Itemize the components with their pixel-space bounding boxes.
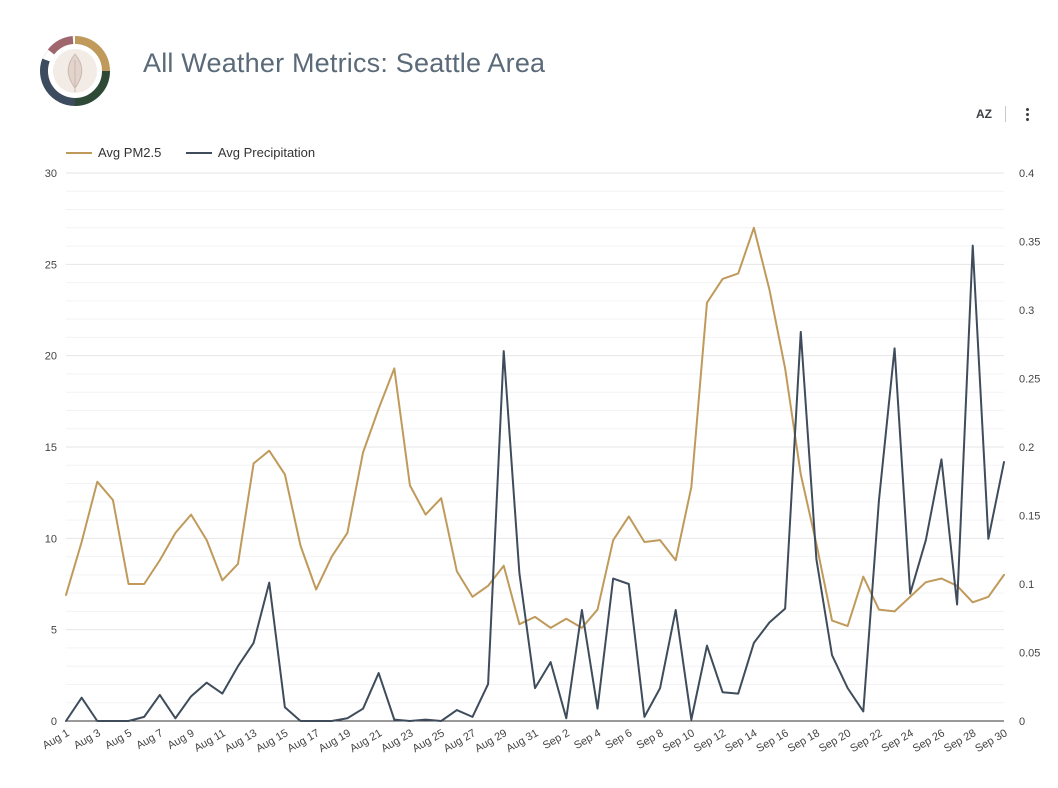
dashboard-header: All Weather Metrics: Seattle Area AZ: [0, 0, 1058, 130]
y-left-tick-label: 10: [45, 533, 57, 545]
legend-swatch-pm25: [66, 151, 92, 154]
x-tick-label: Aug 5: [103, 727, 134, 752]
y-left-tick-label: 0: [51, 716, 57, 728]
legend-label-pm25: Avg PM2.5: [98, 145, 162, 160]
x-tick-label: Sep 18: [786, 727, 822, 755]
legend-item-precipitation[interactable]: Avg Precipitation: [185, 143, 316, 163]
y-left-tick-label: 15: [45, 442, 57, 454]
legend-swatch-precipitation: [185, 151, 212, 154]
x-tick-label: Aug 11: [192, 727, 227, 754]
chart-toolbar: AZ: [970, 104, 1040, 124]
x-tick-label: Sep 8: [635, 727, 666, 752]
y-right-tick-label: 0.25: [1019, 374, 1040, 386]
y-right-tick-label: 0.1: [1019, 579, 1034, 591]
y-right-tick-label: 0.4: [1019, 168, 1034, 180]
legend-label-precipitation: Avg Precipitation: [217, 145, 316, 160]
y-left-tick-label: 30: [45, 168, 57, 180]
legend-item-pm25[interactable]: Avg PM2.5: [66, 143, 161, 163]
x-tick-label: Aug 29: [473, 727, 509, 755]
x-tick-label: Aug 13: [223, 727, 259, 755]
x-tick-label: Aug 19: [317, 727, 353, 755]
x-tick-label: Sep 10: [661, 727, 697, 755]
x-tick-label: Sep 26: [911, 727, 947, 755]
y-left-tick-label: 25: [45, 259, 57, 271]
x-tick-label: Sep 4: [572, 727, 603, 752]
x-tick-label: Sep 14: [723, 727, 759, 755]
x-tick-label: Sep 16: [754, 727, 790, 755]
x-tick-label: Aug 17: [285, 727, 321, 755]
page-title: All Weather Metrics: Seattle Area: [143, 48, 546, 78]
y-right-tick-label: 0: [1019, 716, 1025, 728]
x-tick-label: Aug 1: [41, 727, 72, 752]
x-tick-label: Aug 27: [442, 727, 478, 755]
x-tick-label: Aug 23: [379, 727, 415, 755]
logo-mauve-arc: [47, 36, 74, 55]
x-tick-label: Aug 7: [134, 727, 165, 752]
logo-navy-arc: [40, 58, 76, 106]
x-tick-label: Sep 30: [973, 727, 1009, 755]
x-tick-label: Sep 2: [541, 727, 572, 752]
x-tick-label: Sep 22: [848, 727, 884, 755]
series-line-pm25: [65, 226, 1005, 629]
x-tick-label: Aug 21: [348, 727, 384, 755]
y-right-tick-label: 0.05: [1019, 648, 1040, 660]
x-tick-label: Aug 9: [166, 727, 197, 752]
logo-green-arc: [74, 70, 110, 106]
y-left-tick-label: 5: [51, 625, 57, 637]
x-tick-label: Aug 15: [254, 727, 290, 755]
y-right-tick-label: 0.35: [1019, 237, 1040, 249]
x-tick-label: Sep 24: [879, 727, 915, 755]
y-left-tick-label: 20: [45, 351, 57, 363]
y-right-tick-label: 0.15: [1019, 511, 1040, 523]
toolbar-divider: [1005, 106, 1006, 122]
x-tick-label: Aug 31: [504, 727, 540, 755]
logo-emblem: [40, 36, 110, 106]
chart-legend: Avg PM2.5 Avg Precipitation: [66, 143, 335, 163]
x-tick-label: Sep 12: [692, 727, 728, 755]
y-right-tick-label: 0.3: [1019, 305, 1034, 317]
more-vertical-icon[interactable]: [1020, 104, 1036, 124]
y-right-tick-label: 0.2: [1019, 442, 1034, 454]
x-tick-label: Sep 6: [603, 727, 634, 752]
logo: [34, 30, 116, 112]
logo-gold-arc: [74, 36, 110, 72]
x-tick-label: Sep 20: [817, 727, 853, 755]
x-tick-label: Aug 3: [72, 727, 103, 752]
x-tick-label: Sep 28: [942, 727, 978, 755]
x-tick-label: Aug 25: [410, 727, 446, 755]
sort-az-icon[interactable]: AZ: [976, 107, 992, 121]
series-line-precipitation: [65, 244, 1005, 722]
